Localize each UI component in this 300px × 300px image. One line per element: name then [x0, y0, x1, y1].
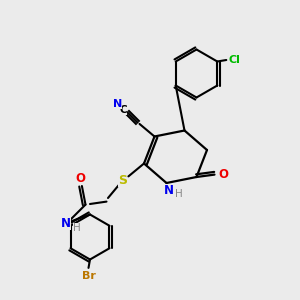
Text: O: O — [218, 167, 228, 181]
Text: N: N — [164, 184, 174, 197]
Text: O: O — [76, 172, 86, 185]
Text: C: C — [119, 105, 127, 116]
Text: N: N — [113, 99, 122, 110]
Text: Br: Br — [82, 271, 95, 281]
Text: N: N — [61, 217, 71, 230]
Text: H: H — [175, 189, 182, 200]
Text: H: H — [73, 223, 80, 233]
Text: Cl: Cl — [228, 55, 240, 65]
Text: S: S — [118, 173, 127, 187]
